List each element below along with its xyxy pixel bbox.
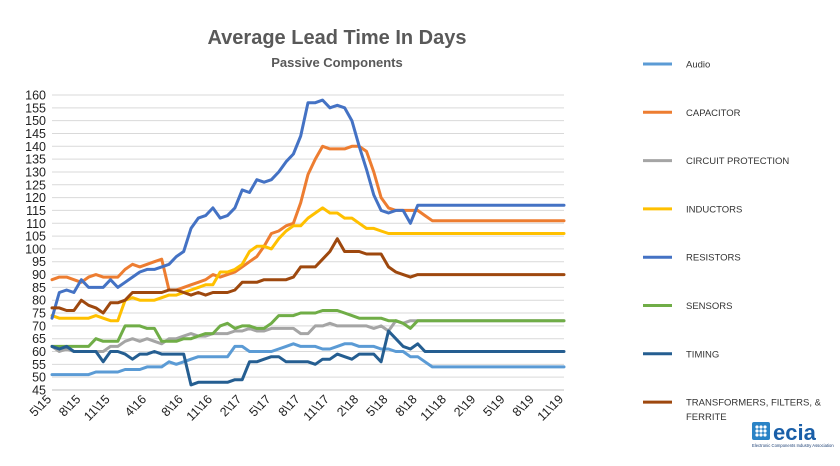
chart-title: Average Lead Time In Days xyxy=(207,27,466,49)
series-line-7 xyxy=(50,237,566,315)
y-tick-label-75: 75 xyxy=(32,307,46,321)
y-tick-label-80: 80 xyxy=(32,294,46,308)
x-tick-label-0: 5\15 xyxy=(27,392,54,419)
y-tick-label-50: 50 xyxy=(32,371,46,385)
series-line-1 xyxy=(50,144,566,292)
series-line-5 xyxy=(50,309,566,348)
x-tick-label-13: 11\18 xyxy=(418,392,449,423)
ecia-logo-subtext: Electronic Components Industry Associati… xyxy=(752,443,834,448)
y-tick-label-55: 55 xyxy=(32,358,46,372)
y-tick-label-105: 105 xyxy=(25,230,46,244)
x-tick-label-9: 11\17 xyxy=(301,392,332,423)
series-line-3 xyxy=(50,206,566,323)
x-tick-label-10: 2\18 xyxy=(334,392,361,419)
legend-label-5: SENSORS xyxy=(686,301,732,312)
legend-label-3: INDUCTORS xyxy=(686,204,742,215)
x-tick-label-7: 5\17 xyxy=(246,392,273,419)
x-tick-label-15: 5\19 xyxy=(480,392,507,419)
legend-label-7-line2: FERRITE xyxy=(686,412,727,423)
x-tick-label-12: 8\18 xyxy=(393,392,420,419)
x-tick-label-6: 2\17 xyxy=(217,392,244,419)
x-tick-label-1: 8\15 xyxy=(56,392,83,419)
x-tick-label-17: 11\19 xyxy=(535,392,566,423)
y-tick-label-110: 110 xyxy=(26,217,46,231)
y-tick-label-135: 135 xyxy=(25,153,46,167)
y-tick-label-60: 60 xyxy=(32,345,46,359)
legend: Audio CAPACITOR CIRCUIT PROTECTION INDUCTOR… xyxy=(643,60,822,423)
legend-label-6: TIMING xyxy=(686,349,719,360)
x-tick-label-14: 2\19 xyxy=(451,392,478,419)
y-tick-label-150: 150 xyxy=(25,114,46,128)
ecia-logo-text: ecia xyxy=(773,420,817,445)
legend-label-2: CIRCUIT PROTECTION xyxy=(686,156,789,167)
y-tick-label-65: 65 xyxy=(32,332,46,346)
series-lines xyxy=(50,98,566,387)
x-tick-label-2: 11\15 xyxy=(81,392,112,423)
chart-subtitle: Passive Components xyxy=(271,55,403,70)
legend-label-7: TRANSFORMERS, FILTERS, & xyxy=(686,398,822,409)
y-tick-label-85: 85 xyxy=(32,281,46,295)
series-line-6 xyxy=(50,329,566,387)
x-tick-label-11: 5\18 xyxy=(363,392,390,419)
y-tick-label-70: 70 xyxy=(32,319,46,333)
ecia-logo: ecia Electronic Components Industry Asso… xyxy=(752,420,834,448)
y-tick-label-140: 140 xyxy=(25,140,46,154)
y-tick-label-95: 95 xyxy=(32,255,46,269)
y-tick-label-145: 145 xyxy=(25,127,46,141)
y-tick-label-155: 155 xyxy=(25,101,46,115)
y-tick-label-45: 45 xyxy=(32,384,46,398)
series-line-4 xyxy=(50,98,566,320)
y-tick-label-130: 130 xyxy=(25,165,46,179)
x-tick-label-16: 8\19 xyxy=(510,392,537,419)
legend-label-1: CAPACITOR xyxy=(686,108,741,119)
ecia-logo-icon xyxy=(752,422,770,440)
y-tick-label-115: 115 xyxy=(26,204,46,218)
y-axis-ticks: 4550556065707580859095100105110115120125… xyxy=(25,89,46,398)
y-tick-label-160: 160 xyxy=(25,89,46,103)
legend-label-4: RESISTORS xyxy=(686,253,741,264)
y-tick-label-100: 100 xyxy=(25,242,46,256)
legend-label-0: Audio xyxy=(686,60,710,71)
y-tick-label-90: 90 xyxy=(32,268,46,282)
x-tick-label-4: 8\16 xyxy=(159,392,186,419)
y-tick-label-125: 125 xyxy=(25,178,46,192)
x-tick-label-3: 4\16 xyxy=(122,392,149,419)
series-line-0 xyxy=(50,342,566,377)
x-tick-label-8: 8\17 xyxy=(276,392,303,419)
y-tick-label-120: 120 xyxy=(25,191,46,205)
x-tick-label-5: 11\16 xyxy=(184,392,215,423)
